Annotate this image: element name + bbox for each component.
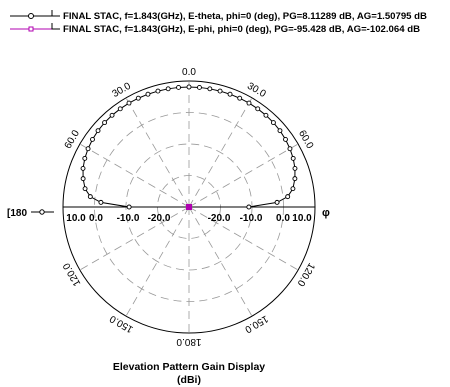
grid-spoke-300 bbox=[79, 143, 190, 208]
legend-entry-ephi: FINAL STAC, f=1.843(GHz), E-phi, phi=0 (… bbox=[10, 23, 420, 35]
chart-title: Elevation Pattern Gain Display bbox=[113, 361, 265, 373]
series-etheta-point-14 bbox=[135, 95, 141, 101]
left-axis-marker bbox=[39, 209, 45, 215]
series-etheta-point-13 bbox=[126, 100, 132, 106]
angle-label-3: 120.0 bbox=[294, 261, 316, 289]
angle-label-4: 150.0 bbox=[242, 313, 270, 335]
series-etheta-point-15 bbox=[145, 91, 151, 97]
series-etheta-point-28 bbox=[270, 120, 276, 126]
series-etheta-point-36 bbox=[285, 194, 291, 200]
series-etheta-point-3 bbox=[82, 186, 88, 192]
series-etheta-point-18 bbox=[176, 84, 181, 90]
series-etheta-point-16 bbox=[155, 88, 161, 94]
series-etheta-point-33 bbox=[292, 165, 298, 171]
series-etheta-point-35 bbox=[290, 186, 296, 192]
series-etheta-point-19 bbox=[186, 84, 192, 90]
series-etheta-point-38 bbox=[246, 204, 252, 210]
grid-spoke-330 bbox=[125, 97, 190, 208]
series-etheta-point-4 bbox=[80, 176, 86, 182]
series-etheta-point-2 bbox=[87, 194, 93, 200]
angle-label-6: 150.0 bbox=[108, 312, 136, 334]
series-etheta-point-26 bbox=[255, 106, 261, 112]
radial-label-right-2: -10.0 bbox=[240, 213, 263, 224]
radial-label-right-4: 10.0 bbox=[292, 213, 312, 224]
series-etheta-point-17 bbox=[165, 86, 171, 92]
legend-label-etheta: FINAL STAC, f=1.843(GHz), E-theta, phi=0… bbox=[63, 11, 427, 22]
angle-label-1: 30.0 bbox=[245, 81, 268, 100]
radial-label-left-1: 10.0 bbox=[66, 213, 86, 224]
angle-label-5: 180.0 bbox=[176, 336, 201, 347]
series-etheta-point-22 bbox=[217, 88, 223, 94]
series-etheta-point-34 bbox=[292, 176, 298, 182]
series-etheta-point-30 bbox=[283, 136, 288, 142]
grid-spoke-240 bbox=[79, 206, 190, 271]
series-etheta-point-6 bbox=[82, 155, 88, 161]
legend-label-ephi: FINAL STAC, f=1.843(GHz), E-phi, phi=0 (… bbox=[63, 24, 420, 35]
series-etheta-point-27 bbox=[263, 112, 269, 118]
radial-label-right-1: -20.0 bbox=[208, 213, 231, 224]
legend-marker-ephi bbox=[28, 26, 34, 32]
radial-label-left-4: -20.0 bbox=[148, 213, 171, 224]
legend-marker-etheta bbox=[28, 13, 34, 19]
radial-label-left-3: -10.0 bbox=[117, 213, 140, 224]
grid-spoke-120 bbox=[188, 206, 299, 271]
series-etheta-point-21 bbox=[207, 86, 213, 92]
grid-spoke-210 bbox=[125, 206, 190, 317]
right-axis-label: φ bbox=[322, 207, 330, 219]
series-etheta-point-10 bbox=[102, 120, 108, 126]
axis-end-labels: [180 φ bbox=[7, 207, 330, 219]
legend: FINAL STAC, f=1.843(GHz), E-theta, phi=0… bbox=[10, 10, 427, 35]
series-etheta-point-23 bbox=[227, 91, 233, 97]
series-etheta-point-37 bbox=[274, 199, 280, 205]
series-etheta-point-0 bbox=[126, 204, 132, 210]
angle-label-2: 60.0 bbox=[296, 128, 315, 151]
series-etheta-point-24 bbox=[237, 95, 243, 101]
series-etheta-point-31 bbox=[287, 146, 293, 152]
series-etheta-point-20 bbox=[197, 84, 202, 90]
radial-tick-labels: 10.0 0.0 -10.0 -20.0 -20.0 -10.0 0.0 10.… bbox=[66, 213, 312, 224]
series-etheta-point-5 bbox=[80, 165, 86, 171]
chart-subtitle: (dBi) bbox=[177, 374, 201, 386]
angle-label-0: 0.0 bbox=[182, 67, 196, 78]
series-etheta-point-8 bbox=[90, 136, 95, 142]
series-etheta-point-1 bbox=[98, 199, 104, 205]
series-etheta-point-7 bbox=[85, 146, 91, 152]
series-ephi-point-0 bbox=[186, 204, 192, 210]
grid-spoke-150 bbox=[188, 206, 253, 317]
angle-label-7: 120.0 bbox=[61, 260, 83, 288]
radial-label-right-3: 0.0 bbox=[276, 213, 290, 224]
series-etheta-point-12 bbox=[117, 106, 123, 112]
series-etheta-point-25 bbox=[246, 100, 252, 106]
left-axis-label: [180 bbox=[7, 208, 27, 219]
series-etheta-point-32 bbox=[290, 155, 296, 161]
angle-label-8: 60.0 bbox=[63, 128, 82, 151]
grid-spoke-60 bbox=[188, 143, 299, 208]
series-ephi bbox=[186, 204, 192, 210]
legend-entry-etheta: FINAL STAC, f=1.843(GHz), E-theta, phi=0… bbox=[10, 10, 427, 22]
series-etheta-point-11 bbox=[109, 112, 115, 118]
grid-spoke-30 bbox=[188, 97, 253, 208]
radial-label-left-2: 0.0 bbox=[89, 213, 103, 224]
series-etheta-point-9 bbox=[95, 128, 101, 134]
series-etheta-point-29 bbox=[277, 128, 283, 134]
angle-label-9: 30.0 bbox=[110, 81, 133, 100]
